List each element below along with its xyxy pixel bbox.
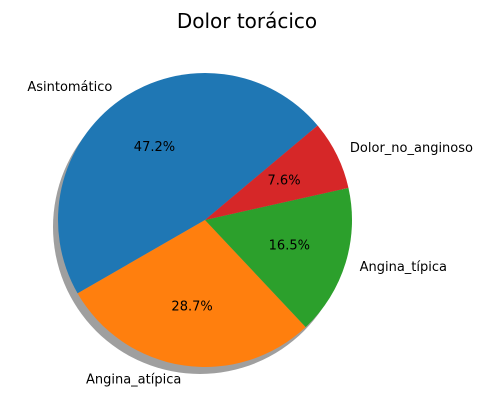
pie-pct-label: 47.2% bbox=[134, 140, 175, 155]
pie-slice-dolor-no-anginoso bbox=[205, 125, 349, 220]
pie-slices bbox=[58, 73, 353, 368]
pie-labels: 47.2% Asintomático 28.7% Angina_atípica 16.5… bbox=[27, 80, 473, 387]
pie-pct-label: 7.6% bbox=[268, 173, 301, 188]
pie-category-label: Asintomático bbox=[27, 80, 112, 95]
pie-slice-angina-tipica bbox=[205, 187, 353, 328]
pie-category-label: Angina_típica bbox=[360, 260, 447, 275]
pie-category-label: Dolor_no_anginoso bbox=[350, 141, 473, 156]
chart-title: Dolor torácico bbox=[177, 9, 317, 33]
pie-slice-asintomatico bbox=[58, 73, 318, 294]
pie-category-label: Angina_atípica bbox=[86, 372, 181, 387]
pie-pct-label: 28.7% bbox=[171, 300, 212, 315]
pie-pct-label: 16.5% bbox=[269, 238, 310, 253]
pie-slice-angina-atipica bbox=[77, 220, 306, 368]
